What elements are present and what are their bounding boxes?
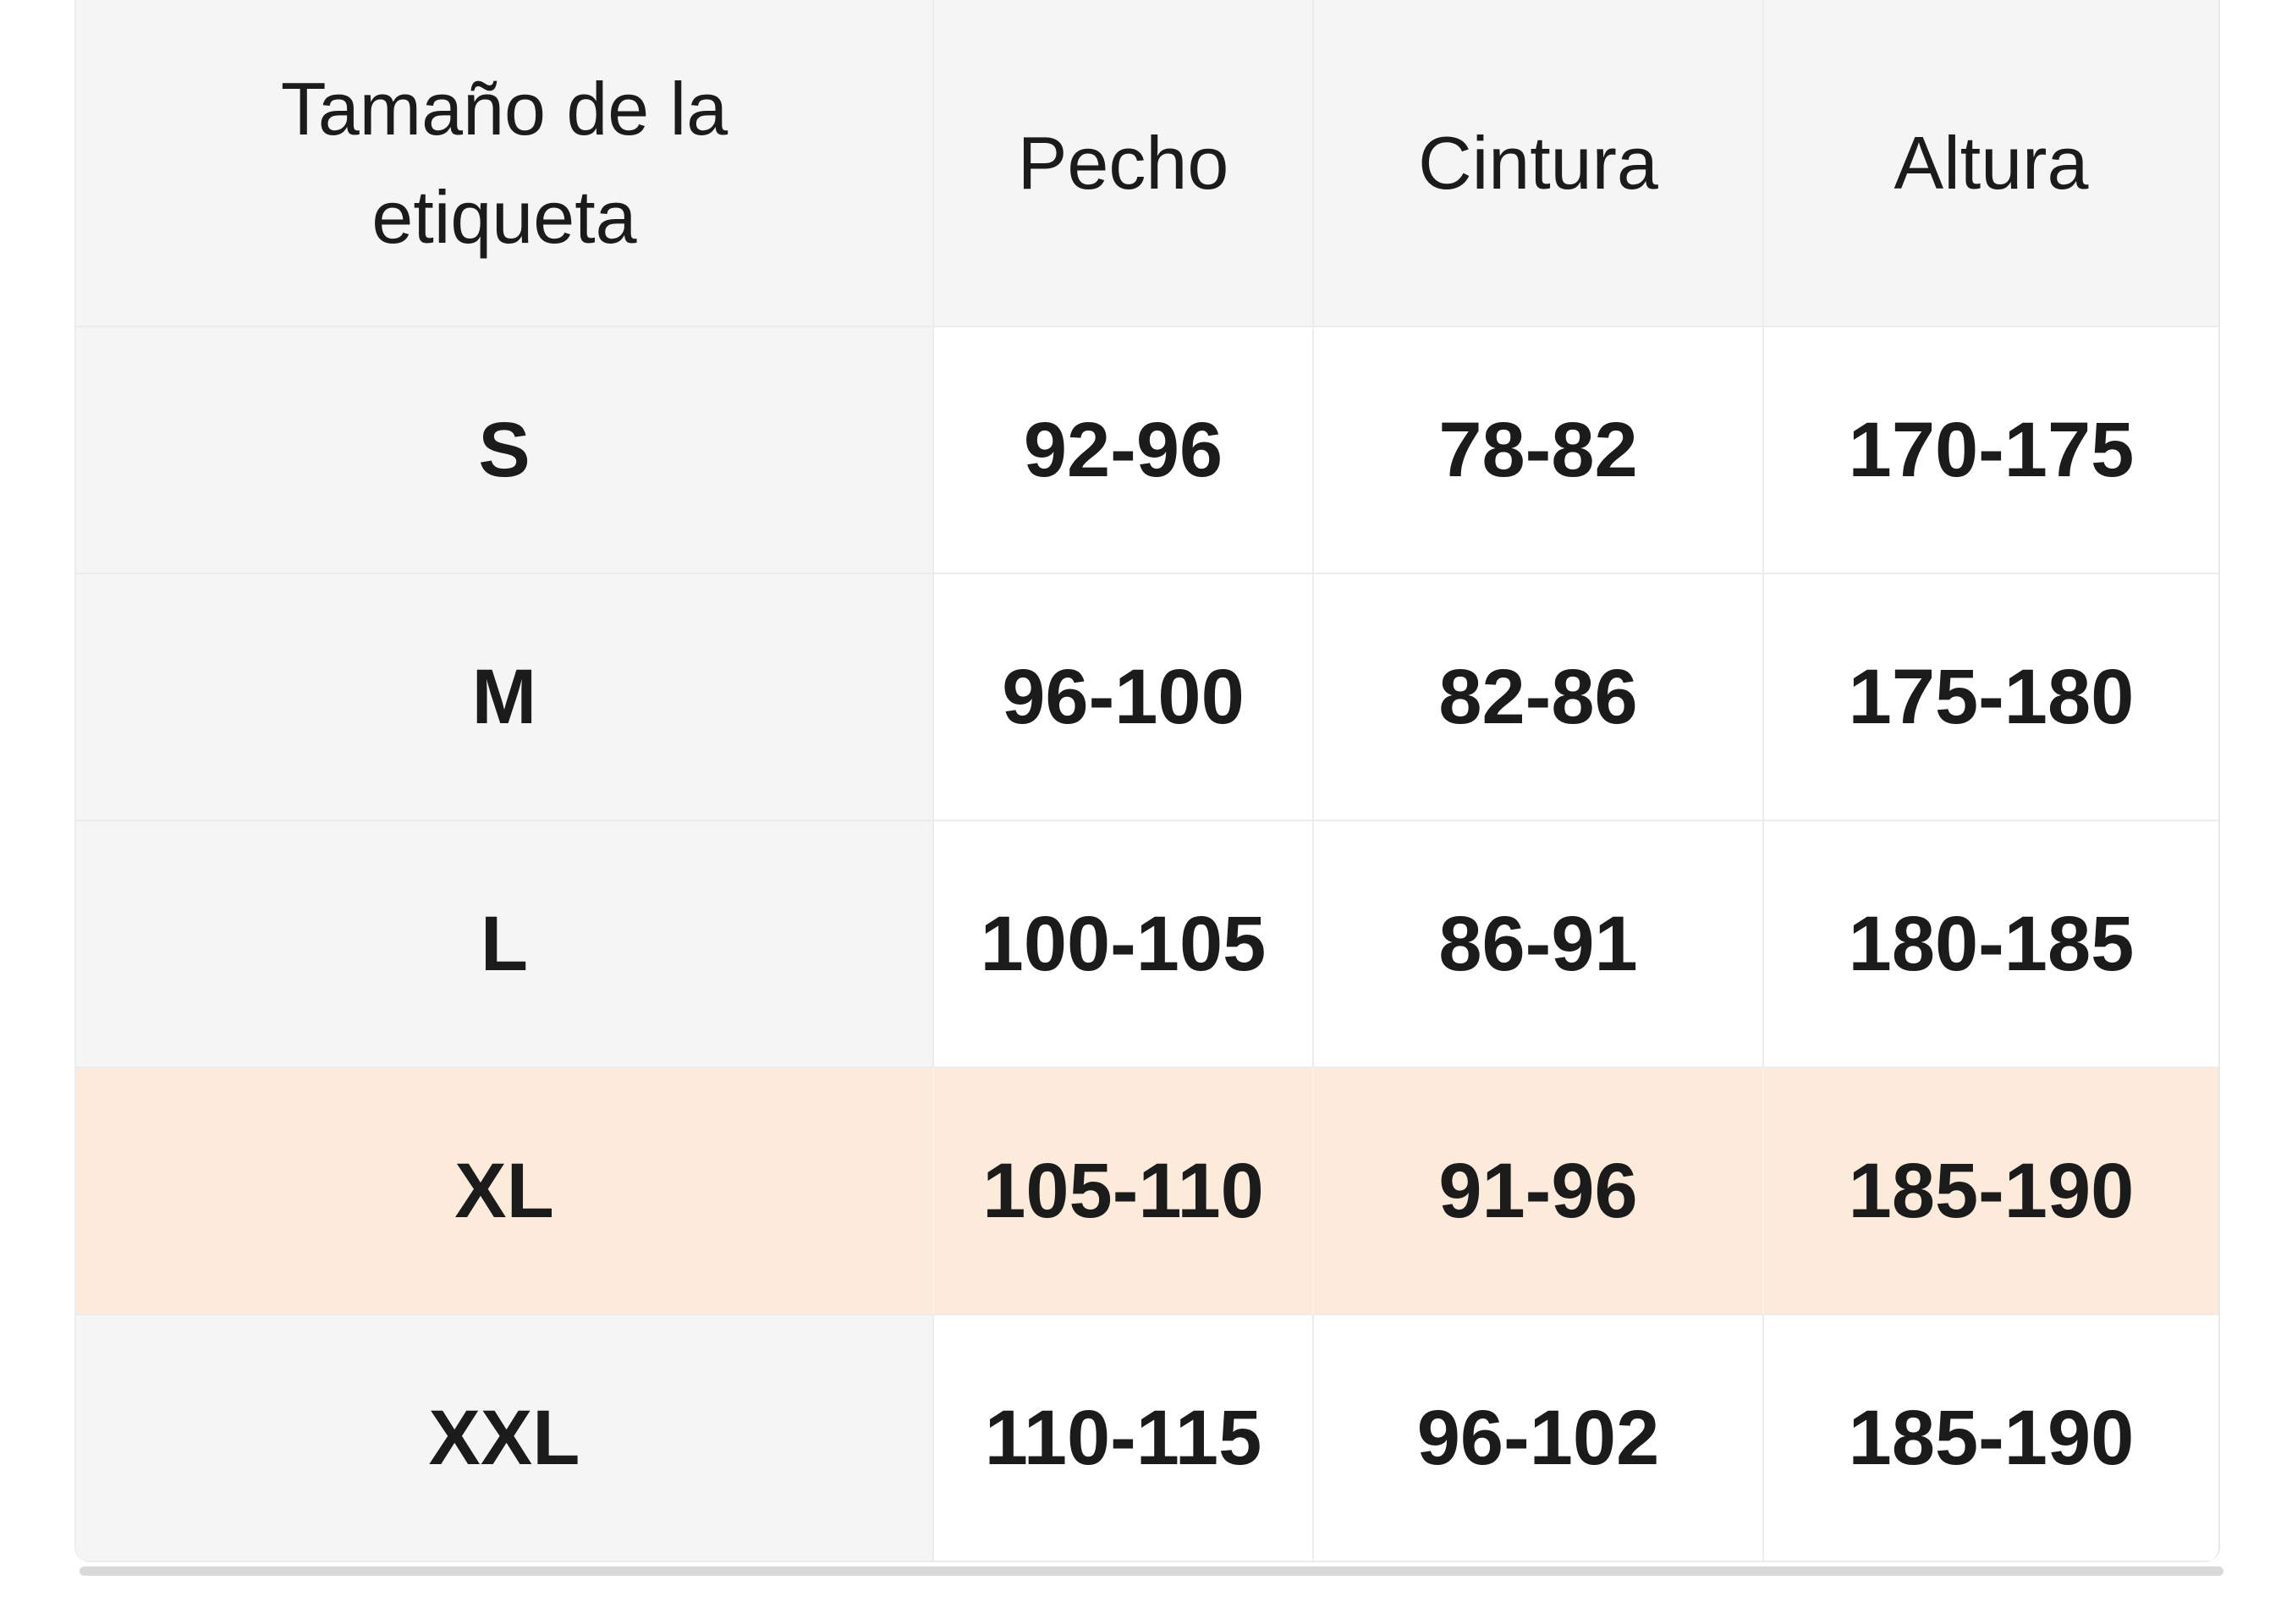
row-l-altura-value: 180-185 <box>1764 821 2218 1068</box>
column-header-size-label: Tamaño de la etiqueta <box>76 0 934 327</box>
row-l-size-label: L <box>76 821 934 1068</box>
row-xl-altura-value: 185-190 <box>1764 1068 2218 1315</box>
row-l-pecho-value: 100-105 <box>934 821 1314 1068</box>
table-row-xxl: XXL 110-115 96-102 185-190 <box>76 1315 2218 1562</box>
row-xxl-size-label: XXL <box>76 1315 934 1562</box>
column-header-altura-text: Altura <box>1894 120 2089 205</box>
column-header-altura: Altura <box>1764 0 2218 327</box>
size-chart-table: Tamaño de la etiqueta Pecho Cintura Altu… <box>74 0 2220 1562</box>
column-header-pecho: Pecho <box>934 0 1314 327</box>
row-s-pecho-value: 92-96 <box>934 327 1314 574</box>
row-m-cintura-value: 82-86 <box>1314 574 1764 821</box>
table-row-m: M 96-100 82-86 175-180 <box>76 574 2218 821</box>
column-header-cintura: Cintura <box>1314 0 1764 327</box>
row-xxl-pecho-value: 110-115 <box>934 1315 1314 1562</box>
row-m-size-label: M <box>76 574 934 821</box>
row-l-cintura-value: 86-91 <box>1314 821 1764 1068</box>
table-row-s: S 92-96 78-82 170-175 <box>76 327 2218 574</box>
row-m-altura-value: 175-180 <box>1764 574 2218 821</box>
row-xxl-cintura-value: 96-102 <box>1314 1315 1764 1562</box>
row-xl-size-label: XL <box>76 1068 934 1315</box>
row-xl-cintura-value: 91-96 <box>1314 1068 1764 1315</box>
column-header-cintura-text: Cintura <box>1418 120 1658 205</box>
row-s-altura-value: 170-175 <box>1764 327 2218 574</box>
table-header-row: Tamaño de la etiqueta Pecho Cintura Altu… <box>76 0 2218 327</box>
row-s-cintura-value: 78-82 <box>1314 327 1764 574</box>
bottom-divider-bar <box>80 1566 2223 1576</box>
row-xxl-altura-value: 185-190 <box>1764 1315 2218 1562</box>
row-s-size-label: S <box>76 327 934 574</box>
table-row-l: L 100-105 86-91 180-185 <box>76 821 2218 1068</box>
row-xl-pecho-value: 105-110 <box>934 1068 1314 1315</box>
table-row-xl-highlighted: XL 105-110 91-96 185-190 <box>76 1068 2218 1315</box>
row-m-pecho-value: 96-100 <box>934 574 1314 821</box>
column-header-pecho-text: Pecho <box>1017 120 1229 205</box>
column-header-size-label-text: Tamaño de la etiqueta <box>280 66 728 259</box>
